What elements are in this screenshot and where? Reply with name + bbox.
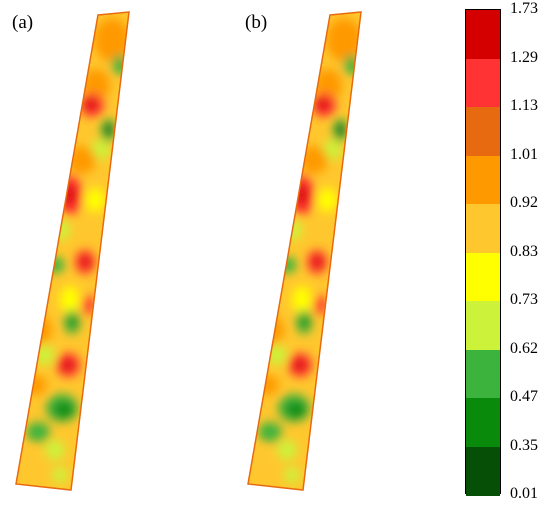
legend-tick-label: 0.62 xyxy=(510,339,538,357)
legend-swatch xyxy=(466,398,500,447)
legend-tick-label: 0.92 xyxy=(510,194,538,211)
legend-swatch xyxy=(466,446,500,496)
legend-swatch xyxy=(466,155,500,205)
panel-b-label: (b) xyxy=(245,12,268,33)
legend-swatch xyxy=(466,107,500,156)
panel-a-label: (a) xyxy=(12,12,34,33)
legend-tick-label: 0.35 xyxy=(510,436,538,454)
legend-swatch xyxy=(466,301,500,350)
legend-tick-label: 0.01 xyxy=(510,485,538,502)
legend-swatch xyxy=(466,10,500,59)
color-legend xyxy=(465,9,501,496)
legend-tick-label: 1.73 xyxy=(510,0,538,17)
legend-swatch xyxy=(466,58,500,108)
map-strip-b xyxy=(247,11,362,491)
legend-tick-label: 0.47 xyxy=(510,388,538,405)
legend-swatch xyxy=(466,349,500,399)
legend-tick-label: 1.01 xyxy=(510,145,538,163)
legend-tick-label: 0.73 xyxy=(510,291,538,308)
legend-tick-label: 1.13 xyxy=(510,97,538,114)
legend-swatch xyxy=(466,252,500,302)
legend-tick-label: 0.83 xyxy=(510,242,538,260)
legend-tick-label: 1.29 xyxy=(510,48,538,66)
map-strip-a xyxy=(15,11,130,491)
legend-swatch xyxy=(466,204,500,253)
